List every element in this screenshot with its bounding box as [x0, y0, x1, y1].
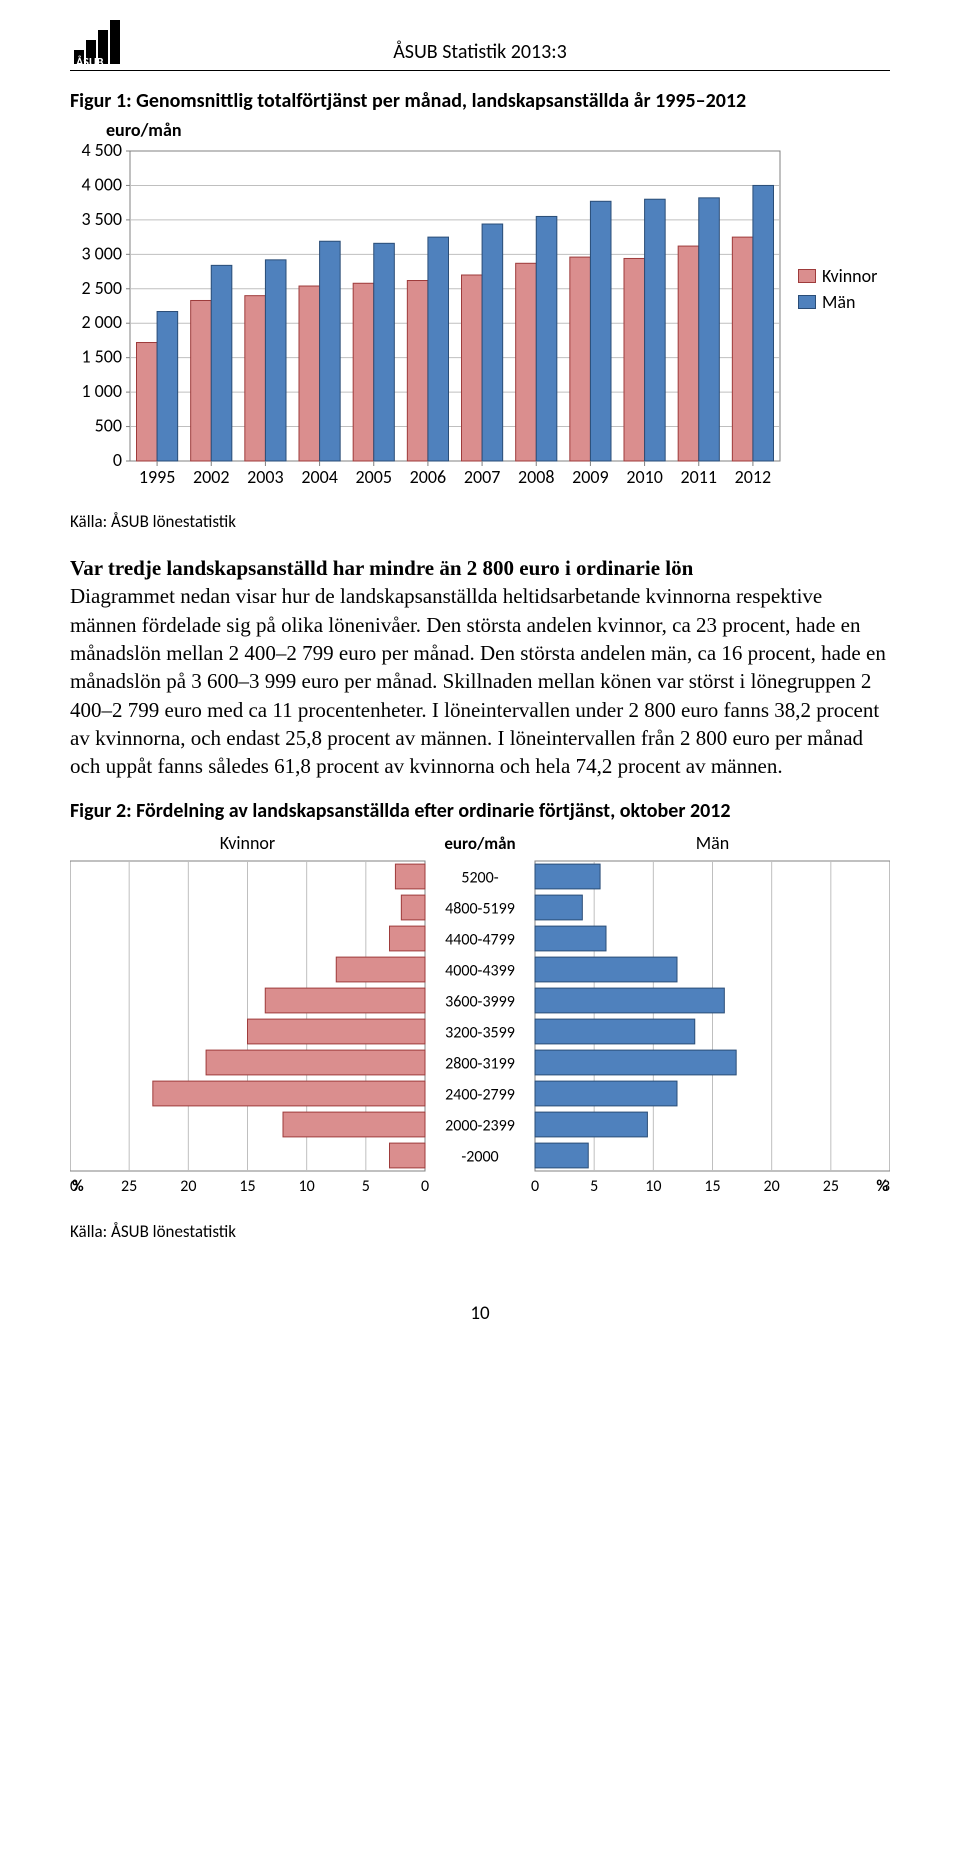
svg-text:3600-3999: 3600-3999: [445, 992, 515, 1011]
logo-text: ÅSUB: [76, 55, 104, 68]
svg-text:0: 0: [113, 449, 122, 471]
svg-text:2 000: 2 000: [81, 311, 122, 333]
svg-text:2008: 2008: [518, 466, 555, 488]
svg-text:10: 10: [299, 1177, 315, 1196]
svg-text:15: 15: [239, 1177, 255, 1196]
figure1-chart: 0 500 1 000 1 500 2 000 2 500 3 000 3 500 4 000 4…: [70, 141, 790, 501]
svg-text:2800-3199: 2800-3199: [445, 1054, 515, 1073]
svg-text:4400-4799: 4400-4799: [445, 930, 515, 949]
figure1-legend: Kvinnor Män: [798, 261, 877, 317]
svg-text:5200-: 5200-: [461, 868, 498, 887]
svg-text:Kvinnor: Kvinnor: [220, 832, 275, 854]
svg-text:4 500: 4 500: [81, 141, 122, 161]
svg-text:%: %: [72, 1177, 84, 1196]
svg-text:2000-2399: 2000-2399: [445, 1116, 515, 1135]
svg-text:%: %: [876, 1177, 888, 1196]
svg-text:2012: 2012: [735, 466, 772, 488]
svg-text:25: 25: [121, 1177, 137, 1196]
svg-text:5: 5: [590, 1177, 598, 1196]
figure1-ylabel: euro/mån: [106, 119, 890, 141]
svg-text:20: 20: [180, 1177, 196, 1196]
svg-text:1 500: 1 500: [81, 346, 122, 368]
svg-text:2400-2799: 2400-2799: [445, 1085, 515, 1104]
svg-text:1 000: 1 000: [81, 380, 122, 402]
svg-text:2011: 2011: [681, 466, 718, 488]
svg-text:15: 15: [704, 1177, 720, 1196]
svg-text:Män: Män: [696, 832, 729, 854]
svg-text:500: 500: [95, 415, 122, 437]
svg-text:3 500: 3 500: [81, 208, 122, 230]
svg-text:0: 0: [531, 1177, 539, 1196]
legend-label-man: Män: [822, 291, 855, 313]
svg-text:2002: 2002: [193, 466, 230, 488]
svg-text:25: 25: [823, 1177, 839, 1196]
figure2-chart: KvinnorMäneuro/mån0055101015152020252530…: [70, 831, 890, 1211]
svg-text:euro/mån: euro/mån: [444, 833, 515, 854]
svg-text:2003: 2003: [247, 466, 284, 488]
legend-label-kvinnor: Kvinnor: [822, 265, 877, 287]
svg-text:4000-4399: 4000-4399: [445, 961, 515, 980]
doc-title: ÅSUB Statistik 2013:3: [393, 40, 567, 64]
svg-text:2006: 2006: [410, 466, 447, 488]
svg-text:3 000: 3 000: [81, 242, 122, 264]
svg-text:2010: 2010: [626, 466, 663, 488]
svg-text:1995: 1995: [139, 466, 176, 488]
legend-swatch-man: [798, 295, 816, 309]
svg-text:2 500: 2 500: [81, 277, 122, 299]
asub-logo: ÅSUB: [70, 14, 134, 68]
figure1-title: Figur 1: Genomsnittlig totalförtjänst pe…: [70, 89, 890, 113]
body-heading: Var tredje landskapsanställd har mindre …: [70, 556, 693, 580]
svg-text:4800-5199: 4800-5199: [445, 899, 515, 918]
body-paragraph: Var tredje landskapsanställd har mindre …: [70, 554, 890, 781]
svg-text:2004: 2004: [301, 466, 338, 488]
svg-text:10: 10: [645, 1177, 661, 1196]
page-number: 10: [70, 1302, 890, 1325]
figure2-title: Figur 2: Fördelning av landskapsanställd…: [70, 799, 890, 823]
figure2-source: Källa: ÅSUB lönestatistik: [70, 1221, 890, 1242]
figure1-source: Källa: ÅSUB lönestatistik: [70, 511, 890, 532]
svg-text:-2000: -2000: [461, 1147, 498, 1166]
svg-text:2005: 2005: [356, 466, 393, 488]
svg-text:20: 20: [764, 1177, 780, 1196]
body-text-content: Diagrammet nedan visar hur de landskapsa…: [70, 584, 886, 778]
svg-text:5: 5: [362, 1177, 370, 1196]
svg-text:0: 0: [421, 1177, 429, 1196]
svg-text:4 000: 4 000: [81, 173, 122, 195]
svg-text:2007: 2007: [464, 466, 501, 488]
svg-text:2009: 2009: [572, 466, 609, 488]
svg-text:3200-3599: 3200-3599: [445, 1023, 515, 1042]
legend-swatch-kvinnor: [798, 269, 816, 283]
